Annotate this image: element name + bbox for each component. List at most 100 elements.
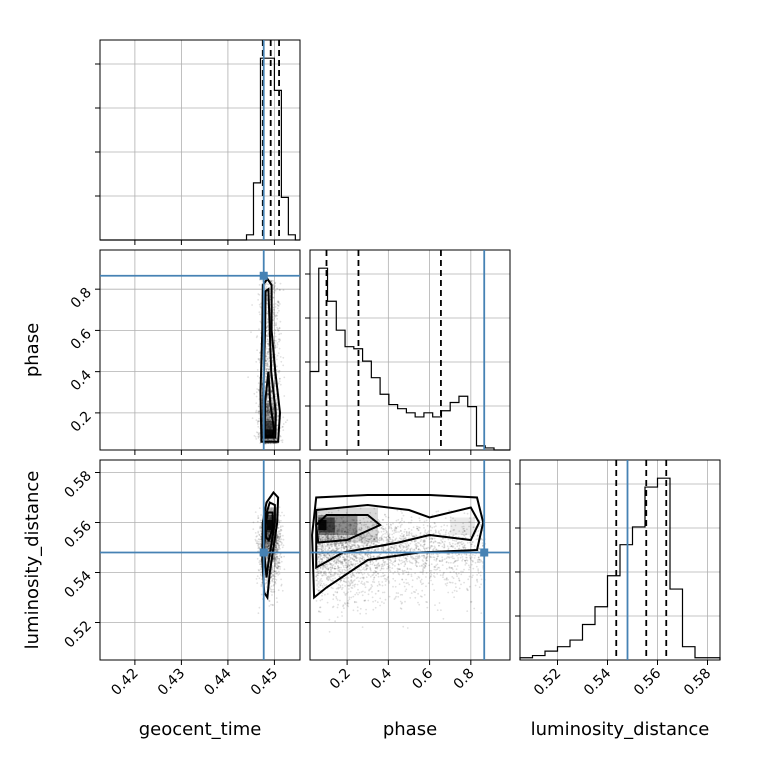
- sample-point: [265, 410, 268, 413]
- sample-point: [256, 423, 259, 425]
- sample-point: [267, 407, 270, 410]
- sample-point: [277, 442, 279, 445]
- sample-point: [277, 414, 279, 417]
- sample-point: [472, 574, 474, 577]
- sample-point: [394, 579, 397, 582]
- sample-point: [259, 352, 261, 354]
- sample-point: [258, 405, 260, 408]
- sample-point: [326, 601, 329, 604]
- sample-point: [278, 378, 281, 380]
- sample-point: [268, 417, 270, 419]
- sample-point: [460, 553, 463, 556]
- sample-point: [280, 584, 283, 587]
- histogram-outline: [100, 57, 300, 241]
- sample-point: [408, 583, 410, 586]
- sample-point: [264, 363, 267, 365]
- sample-point: [480, 583, 482, 586]
- sample-point: [264, 381, 267, 384]
- sample-point: [267, 409, 269, 411]
- sample-point: [279, 320, 282, 323]
- sample-point: [332, 594, 335, 597]
- sample-point: [272, 313, 275, 316]
- sample-point: [272, 558, 275, 561]
- sample-point: [266, 318, 269, 320]
- sample-point: [267, 360, 270, 363]
- sample-point: [400, 510, 402, 512]
- sample-point: [276, 424, 279, 427]
- sample-point: [267, 406, 269, 408]
- sample-point: [440, 609, 442, 612]
- sample-point: [278, 309, 280, 312]
- sample-point: [281, 439, 284, 442]
- sample-point: [274, 289, 277, 292]
- sample-point: [267, 409, 270, 411]
- sample-point: [278, 380, 281, 383]
- sample-point: [272, 315, 275, 318]
- sample-point: [266, 405, 268, 408]
- sample-point: [265, 415, 268, 418]
- sample-point: [267, 418, 270, 421]
- sample-point: [381, 584, 384, 587]
- sample-point: [324, 570, 326, 573]
- sample-point: [265, 438, 268, 441]
- sample-point: [446, 545, 449, 548]
- sample-point: [275, 322, 278, 324]
- histogram-geocent-time: [95, 39, 301, 245]
- sample-point: [348, 596, 351, 599]
- sample-point: [257, 437, 260, 439]
- sample-point: [343, 568, 346, 571]
- sample-point: [386, 563, 388, 566]
- sample-point: [418, 517, 421, 520]
- sample-point: [460, 570, 462, 573]
- sample-point: [399, 534, 402, 537]
- sample-point: [247, 376, 250, 379]
- sample-point: [258, 561, 261, 564]
- sample-point: [466, 542, 469, 544]
- sample-point: [266, 418, 268, 421]
- sample-point: [352, 609, 355, 612]
- sample-point: [266, 398, 268, 400]
- sample-point: [444, 517, 447, 519]
- sample-point: [401, 512, 403, 514]
- sample-point: [410, 516, 413, 519]
- sample-point: [273, 565, 276, 568]
- sample-point: [276, 287, 279, 290]
- sample-point: [270, 390, 273, 393]
- sample-point: [268, 365, 270, 367]
- sample-point: [315, 600, 318, 602]
- sample-point: [281, 525, 284, 528]
- sample-point: [266, 395, 269, 398]
- sample-point: [265, 335, 268, 338]
- sample-point: [447, 561, 450, 564]
- sample-point: [251, 304, 254, 306]
- sample-point: [266, 414, 269, 417]
- sample-point: [454, 543, 457, 546]
- sample-point: [339, 599, 341, 602]
- sample-point: [325, 584, 328, 586]
- sample-point: [271, 396, 274, 399]
- sample-point: [475, 565, 478, 568]
- sample-point: [281, 425, 284, 428]
- sample-point: [470, 563, 473, 566]
- sample-point: [382, 530, 385, 533]
- sample-point: [463, 512, 466, 515]
- sample-point: [272, 296, 275, 299]
- sample-point: [266, 412, 269, 415]
- sample-point: [278, 371, 280, 374]
- sample-point: [266, 294, 268, 297]
- sample-point: [276, 601, 279, 603]
- sample-point: [365, 576, 368, 579]
- sample-point: [273, 288, 276, 290]
- sample-point: [278, 327, 281, 329]
- sample-point: [266, 347, 268, 350]
- sample-point: [259, 519, 262, 522]
- sample-point: [270, 279, 273, 282]
- sample-point: [258, 435, 261, 437]
- sample-point: [334, 565, 336, 568]
- sample-point: [268, 547, 270, 550]
- sample-point: [272, 410, 274, 413]
- sample-point: [274, 356, 277, 358]
- sample-point: [453, 596, 455, 599]
- sample-point: [404, 542, 407, 545]
- sample-point: [258, 417, 261, 420]
